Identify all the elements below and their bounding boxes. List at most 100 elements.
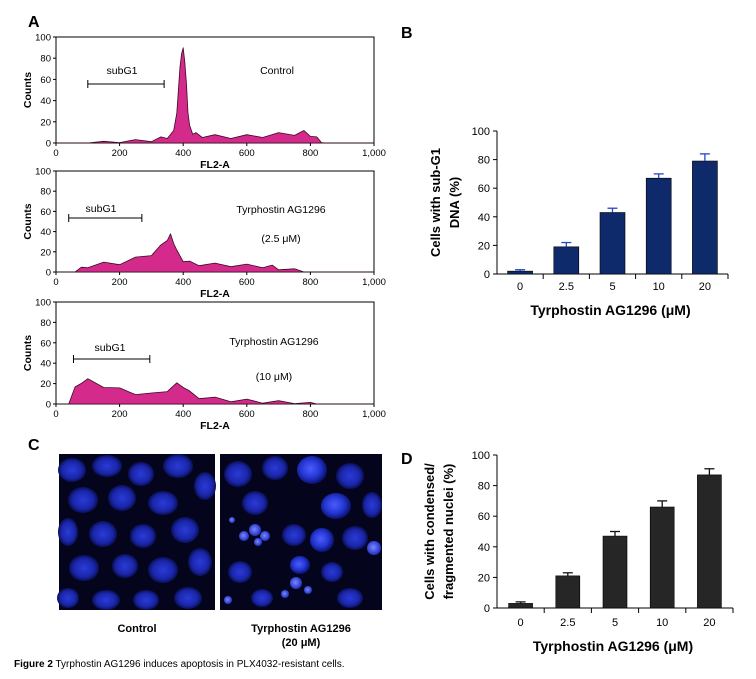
bar-chart-subg1: 0 20 40 60 80 100 0 2.5 5 10 20 Tyrphostin AG1296 (… bbox=[428, 126, 729, 318]
y-tick-label: 80 bbox=[40, 318, 51, 329]
figure-caption: Figure 2 Tyrphostin AG1296 induces apopt… bbox=[14, 659, 345, 670]
nucleus bbox=[133, 590, 159, 610]
y-tick-label: 0 bbox=[484, 603, 490, 615]
x-tick-label: 1,000 bbox=[362, 148, 386, 159]
nucleus bbox=[194, 472, 216, 500]
plot-frame bbox=[55, 301, 375, 405]
bar-20 bbox=[697, 474, 722, 609]
panel-label-a: A bbox=[28, 14, 40, 31]
y-axis-label-line1: Cells with condensed/ bbox=[422, 463, 437, 600]
nucleus bbox=[321, 562, 343, 582]
y-tick-label: 20 bbox=[40, 379, 51, 390]
bar-5 bbox=[602, 535, 628, 609]
histogram-control: 0 20 40 60 80 100 0 200 400 600 800 1,000 FL2-A Count… bbox=[22, 33, 386, 172]
subg1-label: subG1 bbox=[95, 342, 126, 354]
x-tick-label: 10 bbox=[653, 281, 665, 293]
nucleus bbox=[58, 458, 86, 482]
x-axis-label: Tyrphostin AG1296 (μM) bbox=[530, 302, 690, 318]
bar-5 bbox=[599, 212, 626, 275]
nucleus bbox=[321, 493, 351, 519]
x-axis-label: FL2-A bbox=[200, 288, 230, 300]
y-tick-label: 40 bbox=[40, 227, 51, 238]
y-tick-label: 40 bbox=[478, 212, 490, 224]
x-tick-label: 400 bbox=[175, 148, 191, 159]
y-tick-label: 60 bbox=[478, 511, 490, 523]
y-axis-label: Counts bbox=[22, 203, 34, 239]
nucleus bbox=[362, 492, 382, 518]
nucleus bbox=[57, 588, 79, 608]
x-tick-label: 0 bbox=[53, 277, 58, 288]
bar-20 bbox=[692, 160, 718, 275]
y-axis-label: Counts bbox=[22, 72, 34, 108]
x-tick-label: 1,000 bbox=[362, 277, 386, 288]
micrograph-treated-label-line2: (20 μM) bbox=[282, 637, 321, 649]
nucleus bbox=[336, 463, 364, 489]
nucleus bbox=[112, 554, 138, 578]
bar-0 bbox=[508, 603, 533, 609]
y-tick-label: 60 bbox=[40, 207, 51, 218]
control-nuclei bbox=[57, 454, 216, 610]
histogram-area bbox=[55, 378, 375, 405]
plot-frame bbox=[55, 36, 375, 144]
x-tick-label: 2.5 bbox=[559, 281, 574, 293]
histogram-title: Tyrphostin AG1296 bbox=[229, 336, 318, 348]
apoptotic-fragment bbox=[224, 596, 232, 604]
bar-chart-nuclei: 0 20 40 60 80 100 0 2.5 5 10 20 Tyrphostin AG1296 (… bbox=[422, 450, 734, 654]
y-tick-label: 80 bbox=[478, 155, 490, 167]
x-tick-label: 800 bbox=[302, 409, 318, 420]
x-tick-label: 200 bbox=[112, 409, 128, 420]
y-axis-label-line1: Cells with sub-G1 bbox=[428, 148, 443, 257]
nucleus bbox=[228, 561, 252, 583]
histogram-10um: 0 20 40 60 80 100 0 200 400 600 800 1,000 FL2-A Count… bbox=[22, 298, 386, 433]
apoptotic-fragment bbox=[290, 577, 302, 589]
nucleus bbox=[242, 491, 268, 515]
nucleus bbox=[262, 456, 288, 480]
x-tick-label: 0 bbox=[53, 148, 58, 159]
bar-0 bbox=[507, 270, 533, 275]
micrograph-control bbox=[57, 454, 216, 610]
nucleus bbox=[128, 462, 154, 486]
y-axis-label: Counts bbox=[22, 335, 34, 371]
caption-text: Tyrphostin AG1296 induces apoptosis in P… bbox=[52, 659, 345, 670]
y-tick-label: 60 bbox=[478, 183, 490, 195]
nucleus bbox=[282, 524, 306, 546]
y-tick-label: 60 bbox=[40, 75, 51, 86]
y-tick-label: 100 bbox=[35, 298, 51, 309]
nucleus bbox=[174, 587, 202, 609]
histogram-area bbox=[55, 47, 375, 144]
x-tick-label: 0 bbox=[53, 409, 58, 420]
y-tick-label: 100 bbox=[35, 167, 51, 178]
panel-label-d: D bbox=[401, 451, 413, 468]
apoptotic-fragment bbox=[249, 524, 261, 536]
histogram-subtitle: (10 μM) bbox=[256, 371, 292, 383]
y-tick-label: 80 bbox=[478, 481, 490, 493]
histogram-title: Control bbox=[260, 65, 294, 77]
nucleus bbox=[58, 518, 78, 546]
panel-label-c: C bbox=[28, 437, 40, 454]
nucleus bbox=[251, 589, 273, 607]
y-tick-label: 100 bbox=[472, 450, 490, 462]
apoptotic-fragment bbox=[229, 517, 235, 523]
nucleus bbox=[108, 485, 136, 511]
apoptotic-fragment bbox=[304, 586, 312, 594]
bar-2.5 bbox=[555, 575, 581, 609]
nucleus bbox=[337, 588, 363, 608]
y-tick-label: 40 bbox=[40, 96, 51, 107]
bar-10 bbox=[649, 506, 675, 609]
panel-label-b: B bbox=[401, 25, 413, 42]
x-tick-label: 600 bbox=[239, 148, 255, 159]
nucleus bbox=[89, 521, 117, 547]
x-tick-label: 5 bbox=[609, 281, 615, 293]
y-tick-label: 80 bbox=[40, 187, 51, 198]
nucleus bbox=[342, 526, 368, 550]
nucleus bbox=[224, 461, 252, 487]
y-tick-label: 40 bbox=[478, 542, 490, 554]
nucleus bbox=[290, 556, 310, 574]
x-tick-label: 400 bbox=[175, 409, 191, 420]
apoptotic-fragment bbox=[281, 590, 289, 598]
bar-10 bbox=[645, 177, 672, 275]
x-tick-label: 2.5 bbox=[560, 617, 575, 629]
y-tick-label: 0 bbox=[46, 139, 51, 150]
y-tick-label: 20 bbox=[478, 572, 490, 584]
treated-nuclei bbox=[224, 456, 382, 608]
